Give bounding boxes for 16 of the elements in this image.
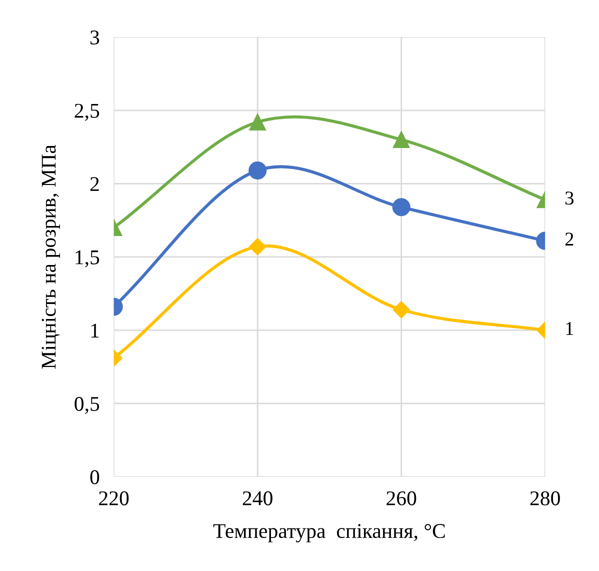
y-axis-title: Міцність на розрив, МПа: [42, 144, 60, 369]
x-tick-label: 260: [386, 491, 416, 506]
y-tick-label: 2: [90, 177, 99, 191]
x-tick-label: 220: [99, 491, 129, 506]
series-label: 2: [565, 232, 574, 246]
y-tick-label: 2,5: [74, 104, 100, 121]
y-tick-label: 0: [90, 470, 100, 484]
x-tick-label: 240: [242, 491, 272, 506]
x-axis-title: Температура спікання, °C: [213, 524, 445, 542]
y-tick-label: 0,5: [74, 396, 100, 414]
y-tick-label: 1: [91, 324, 99, 338]
x-tick-label: 280: [530, 491, 560, 506]
series-label: 1: [566, 322, 574, 335]
series-label: 3: [565, 192, 574, 205]
y-tick-label: 3: [90, 30, 100, 45]
y-tick-label: 1,5: [76, 250, 100, 268]
